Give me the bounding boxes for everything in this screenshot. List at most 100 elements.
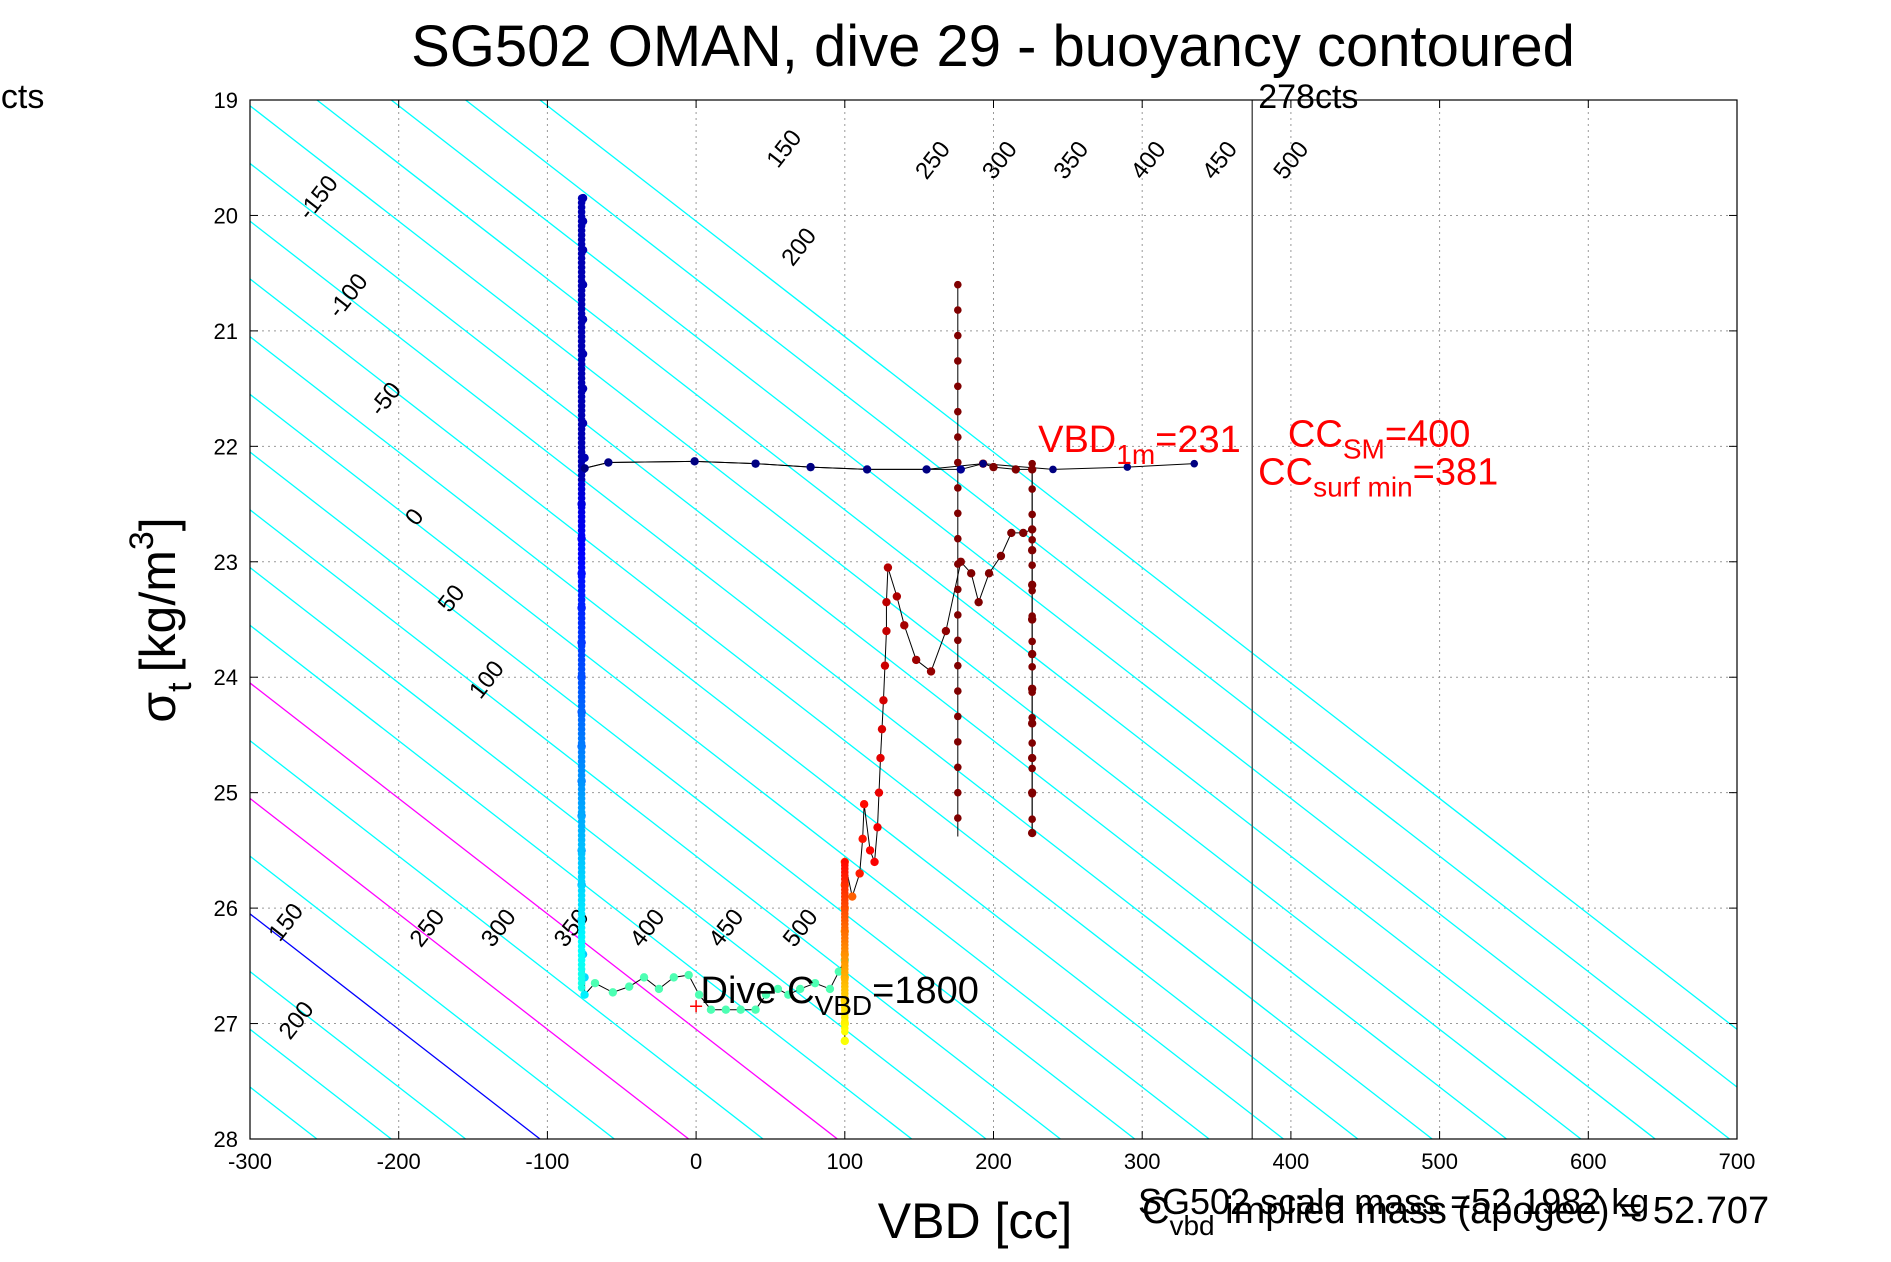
reference-line-label: 278cts [1258, 78, 1358, 116]
dive-point [966, 569, 976, 578]
ascent-point [954, 560, 962, 568]
upcast-point [690, 457, 699, 466]
ascent-point [954, 382, 962, 391]
upcast-point [604, 458, 613, 467]
dive-point [840, 1036, 849, 1046]
x-tick-label: 300 [1124, 1149, 1161, 1174]
x-tick-label: 700 [1719, 1149, 1756, 1174]
vbd-1m-value: =231 [1155, 419, 1241, 461]
dive-point [1027, 649, 1037, 659]
ascent-point [954, 788, 962, 797]
dive-point [956, 465, 965, 474]
x-tick-label: -300 [228, 1149, 272, 1174]
ascent-point [954, 407, 962, 416]
x-tick-label: 400 [1273, 1149, 1310, 1174]
contour-label: 450 [1197, 136, 1243, 184]
contour-label: 150 [761, 125, 807, 173]
x-tick-label: -100 [525, 1149, 569, 1174]
dive-point [773, 984, 783, 994]
dive-point [855, 869, 864, 878]
dive-point [882, 626, 891, 636]
y-tick-label: 22 [214, 434, 238, 459]
dive-point [900, 621, 909, 630]
ascent-point [1028, 790, 1036, 798]
dive-point [870, 857, 879, 867]
ascent-point [954, 458, 962, 467]
ascent-point [954, 280, 962, 289]
contour-line [464, 100, 1737, 1088]
contour-line [250, 913, 542, 1139]
ascent-point [1028, 688, 1036, 697]
dive-point [624, 982, 634, 991]
contour-line [250, 278, 1359, 1139]
ascent-point [954, 306, 962, 314]
ascent-point [954, 357, 962, 365]
dive-point [1027, 753, 1037, 763]
dive-point [1027, 828, 1037, 838]
contour-line [250, 220, 1434, 1139]
ascent-point [1028, 815, 1036, 824]
axis-ticks: -300 -200 -100 0 100 200 300 400 500 600 700192021… [214, 88, 1756, 1174]
dive-c-vbd-sub: VBD [815, 990, 873, 1021]
dive-point [1027, 580, 1037, 590]
dive-point [996, 551, 1006, 561]
dive-point [883, 563, 893, 572]
contour-line [250, 393, 1211, 1139]
dive-point [848, 892, 857, 901]
ascent-point [1028, 485, 1036, 493]
ascent-point [1028, 663, 1036, 671]
bottom-point [841, 1027, 849, 1036]
dive-point [795, 984, 805, 994]
upcast-point [1049, 465, 1057, 474]
dive-point [761, 990, 771, 999]
dive-point [825, 984, 835, 994]
contour-line [250, 162, 1508, 1139]
x-tick-label: 200 [975, 1149, 1012, 1174]
ascent-point [954, 712, 962, 721]
contour-line [0, 0, 243, 1254]
dive-c-vbd-annotation: Dive CVBD=1800 [701, 970, 979, 1021]
dive-points [577, 193, 1199, 1046]
x-axis-label: VBD [cc] [878, 1193, 1072, 1249]
y-tick-label: 25 [214, 781, 238, 806]
dive-point [639, 973, 649, 982]
ascent-point [1028, 510, 1036, 519]
dive-point [1027, 546, 1037, 555]
cc-surf-min-base: CC [1258, 451, 1313, 493]
ascent-point [954, 738, 962, 746]
ascent-point [954, 484, 962, 492]
contour-label: 100 [464, 656, 510, 704]
contour-label: 250 [404, 904, 450, 952]
y-tick-label: 21 [214, 319, 238, 344]
grid [250, 100, 1737, 1139]
svg-text:σt[kg/m3]: σt [kg/m3] [123, 517, 199, 722]
dive-point [877, 724, 887, 734]
contour-label: 450 [703, 904, 749, 952]
contour-line [250, 104, 1582, 1139]
upcast-point [751, 459, 760, 468]
dive-point [911, 655, 921, 665]
ascent-point [1028, 713, 1036, 722]
upcast-line [584, 460, 1195, 470]
contour-line [250, 451, 1136, 1139]
ascent-point [1028, 586, 1036, 595]
dive-point [669, 973, 678, 982]
vbd-1m-sub: 1m [1116, 439, 1155, 470]
cc-surf-min-sub: surf min [1313, 471, 1413, 502]
y-tick-label: 20 [214, 203, 238, 228]
dive-point [810, 978, 820, 988]
contour-label: -150 [293, 170, 344, 224]
y-label-sub: t [161, 682, 199, 692]
contour-label: -100 [323, 269, 374, 323]
y-tick-label: 26 [214, 896, 238, 921]
dive-track [581, 198, 1195, 1041]
footer-rest: implied mass (apogee) = 52.707 [1215, 1190, 1770, 1232]
upcast-point [580, 464, 589, 473]
ascent-point [1028, 536, 1036, 544]
vbd-1m-base: VBD [1038, 419, 1116, 461]
upcast-point [806, 463, 815, 471]
ascent-point [954, 661, 962, 670]
dive-point [865, 846, 875, 855]
dive-point [880, 661, 890, 670]
